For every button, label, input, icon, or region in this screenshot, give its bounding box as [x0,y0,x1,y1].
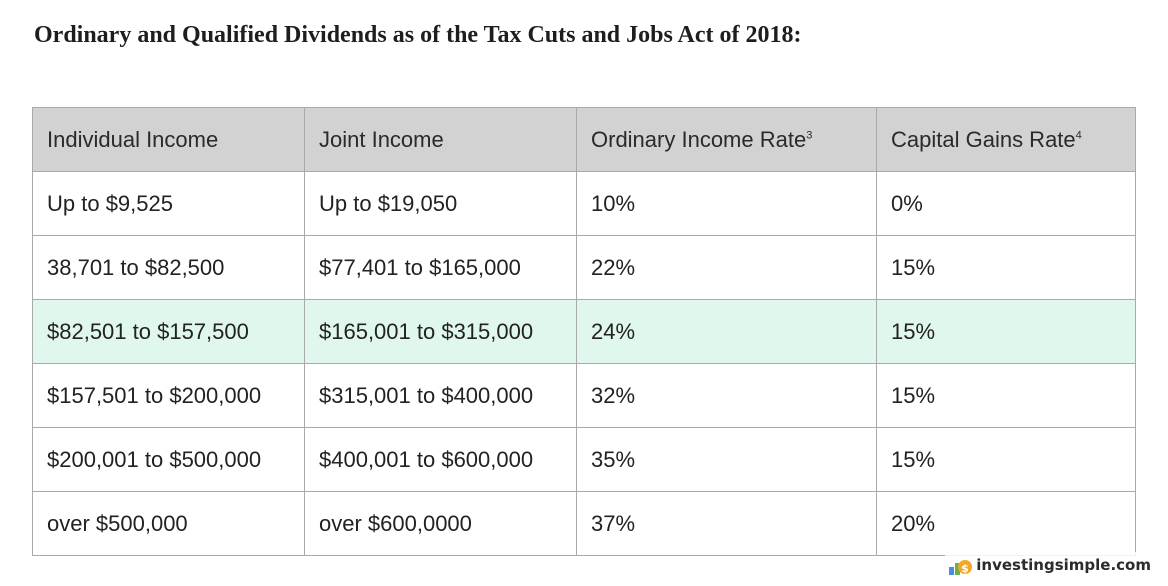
svg-text:$: $ [961,562,969,575]
table-row: Up to $9,525 Up to $19,050 10% 0% [32,171,1136,236]
cell-individual-income: Up to $9,525 [32,171,305,236]
page-title: Ordinary and Qualified Dividends as of t… [34,22,802,48]
cell-ordinary-income-rate: 35% [576,427,877,492]
cell-individual-income: 38,701 to $82,500 [32,235,305,300]
cell-joint-income: $400,001 to $600,000 [304,427,577,492]
cell-individual-income: $157,501 to $200,000 [32,363,305,428]
footnote-marker: 3 [806,129,813,142]
cell-individual-income: $200,001 to $500,000 [32,427,305,492]
cell-capital-gains-rate: 15% [876,299,1136,364]
table-row: 38,701 to $82,500 $77,401 to $165,000 22… [32,235,1136,300]
table-row: over $500,000 over $600,0000 37% 20% [32,491,1136,556]
cell-joint-income: over $600,0000 [304,491,577,556]
header-label: Joint Income [319,126,444,152]
cell-ordinary-income-rate: 10% [576,171,877,236]
header-individual-income: Individual Income [32,107,305,172]
footnote-marker: 4 [1075,129,1082,142]
table-row-highlighted: $82,501 to $157,500 $165,001 to $315,000… [32,299,1136,364]
cell-individual-income: $82,501 to $157,500 [32,299,305,364]
table-row: $200,001 to $500,000 $400,001 to $600,00… [32,427,1136,492]
cell-joint-income: $77,401 to $165,000 [304,235,577,300]
header-capital-gains-rate: Capital Gains Rate4 [876,107,1136,172]
cell-capital-gains-rate: 15% [876,363,1136,428]
cell-joint-income: Up to $19,050 [304,171,577,236]
cell-ordinary-income-rate: 24% [576,299,877,364]
cell-capital-gains-rate: 15% [876,235,1136,300]
header-label: Ordinary Income Rate [591,126,807,152]
investingsimple-logo-icon: $ [949,560,973,575]
cell-ordinary-income-rate: 32% [576,363,877,428]
header-label: Capital Gains Rate [891,126,1076,152]
cell-ordinary-income-rate: 37% [576,491,877,556]
cell-joint-income: $165,001 to $315,000 [304,299,577,364]
table-header-row: Individual Income Joint Income Ordinary … [32,107,1136,172]
dividend-rates-table: Individual Income Joint Income Ordinary … [32,107,1136,556]
watermark-text: investingsimple.com [976,556,1151,574]
cell-individual-income: over $500,000 [32,491,305,556]
header-label: Individual Income [47,126,219,152]
header-joint-income: Joint Income [304,107,577,172]
table-row: $157,501 to $200,000 $315,001 to $400,00… [32,363,1136,428]
cell-ordinary-income-rate: 22% [576,235,877,300]
header-ordinary-income-rate: Ordinary Income Rate3 [576,107,877,172]
cell-capital-gains-rate: 20% [876,491,1136,556]
cell-capital-gains-rate: 0% [876,171,1136,236]
cell-joint-income: $315,001 to $400,000 [304,363,577,428]
cell-capital-gains-rate: 15% [876,427,1136,492]
investingsimple-watermark: $ investingsimple.com [945,552,1154,578]
